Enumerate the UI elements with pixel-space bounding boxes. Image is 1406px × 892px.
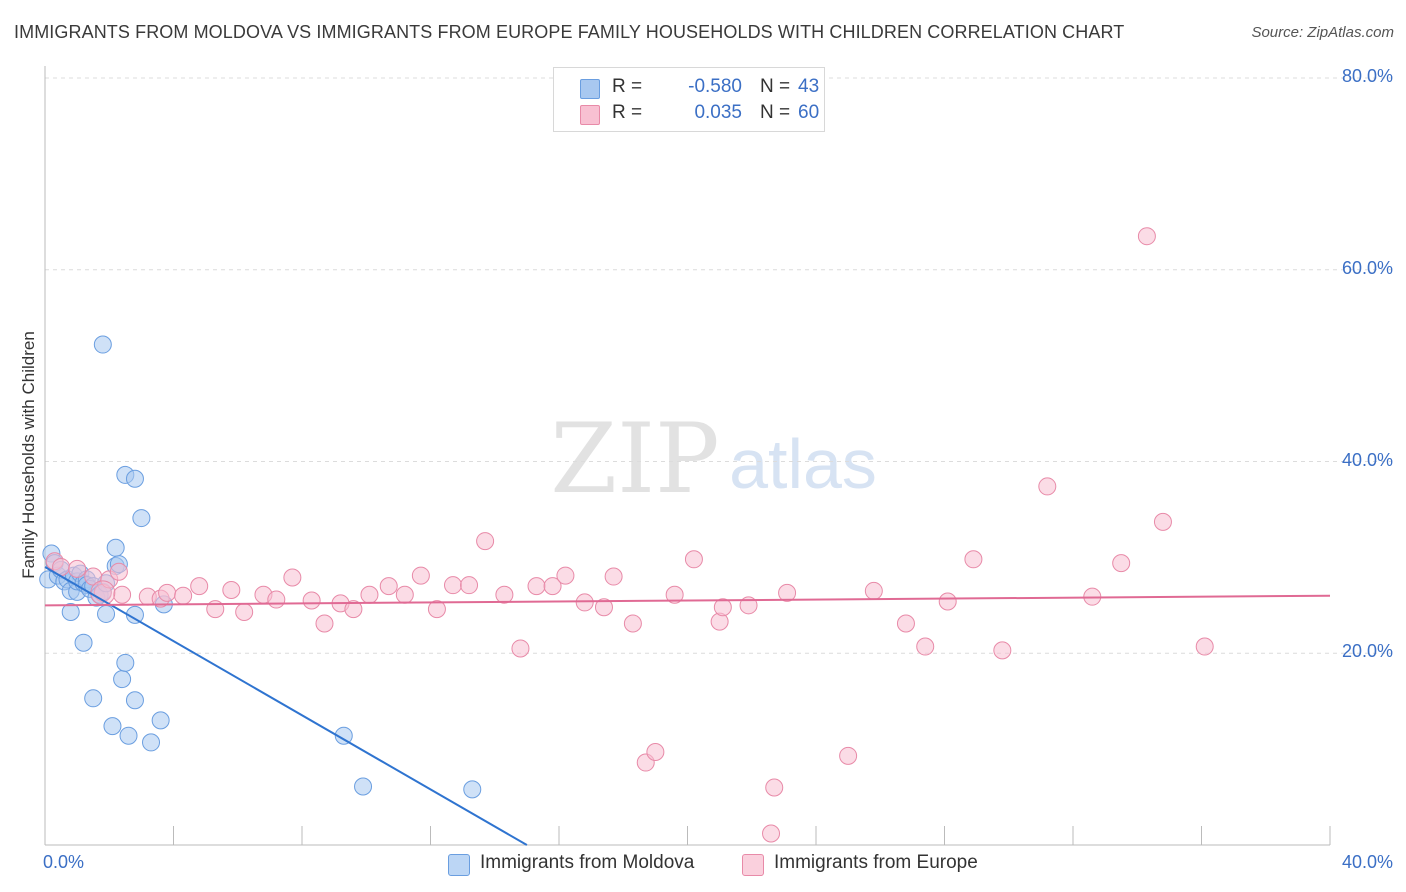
source-credit: Source: ZipAtlas.com [1251, 24, 1394, 41]
europe-point [460, 576, 479, 595]
europe-point [1137, 227, 1156, 246]
legend-swatch-europe [580, 105, 600, 125]
y-tick-label: 20.0% [1341, 641, 1393, 662]
moldova-point [463, 780, 482, 799]
europe-point [235, 603, 254, 622]
y-tick-label: 80.0% [1341, 66, 1393, 86]
bottom-legend-label-europe: Immigrants from Europe [774, 852, 978, 873]
legend-r-value: 0.035 [694, 102, 742, 123]
moldova-point [354, 777, 373, 796]
europe-point [222, 580, 241, 599]
moldova-point [61, 603, 80, 622]
europe-point [360, 585, 379, 604]
moldova-point [132, 509, 151, 528]
moldova-point [151, 711, 170, 730]
moldova-point [113, 670, 132, 689]
europe-point [527, 577, 546, 596]
europe-point [68, 559, 87, 578]
europe-point [646, 743, 665, 762]
y-tick-label: 60.0% [1341, 257, 1393, 278]
europe-point [556, 566, 575, 585]
europe-point [344, 600, 363, 619]
europe-point [427, 600, 446, 619]
europe-point [1038, 477, 1057, 496]
europe-point [864, 581, 883, 600]
europe-point [575, 593, 594, 612]
europe-point [283, 568, 302, 587]
europe-point [379, 577, 398, 596]
europe-point [623, 614, 642, 633]
moldova-point [84, 689, 103, 708]
legend-r-value: -0.580 [688, 76, 742, 97]
europe-point [839, 746, 858, 765]
europe-point [1153, 512, 1172, 531]
europe-point [684, 550, 703, 569]
moldova-point [119, 726, 138, 745]
europe-point [765, 778, 784, 797]
legend-n-value: 43 [798, 76, 820, 97]
moldova-point [93, 335, 112, 354]
europe-point [665, 585, 684, 604]
moldova-point [142, 733, 161, 752]
moldova-trend-line [44, 566, 528, 846]
bottom-legend-label-moldova: Immigrants from Moldova [480, 852, 695, 873]
europe-point [495, 585, 514, 604]
europe-point [158, 583, 177, 602]
europe-point [315, 614, 334, 633]
legend-swatch-moldova [580, 79, 600, 99]
europe-point [604, 567, 623, 586]
europe-point [174, 586, 193, 605]
moldova-point [334, 726, 353, 745]
europe-point [916, 637, 935, 656]
europe-point [267, 590, 286, 609]
legend-r-label: R = [612, 102, 643, 123]
europe-point [476, 532, 495, 551]
legend-r-label: R = [612, 76, 643, 97]
europe-point [443, 576, 462, 595]
europe-point [190, 577, 209, 596]
europe-point [762, 824, 781, 843]
europe-point [302, 591, 321, 610]
europe-point [964, 550, 983, 569]
europe-point [896, 614, 915, 633]
correlation-legend: R = -0.580 N = 43 R = 0.035 N = 60 [553, 67, 825, 132]
moldova-point [74, 633, 93, 652]
watermark-zip: ZIP [550, 403, 719, 515]
europe-point [938, 592, 957, 611]
europe-point [543, 577, 562, 596]
moldova-point [97, 604, 116, 623]
chart-title: IMMIGRANTS FROM MOLDOVA VS IMMIGRANTS FR… [14, 22, 1125, 42]
x-tick-label: 0.0% [43, 852, 85, 872]
moldova-point [125, 469, 144, 488]
europe-point [109, 562, 128, 581]
y-tick-label: 40.0% [1341, 449, 1393, 470]
moldova-point [125, 691, 144, 710]
europe-point [594, 598, 613, 617]
moldova-point [106, 538, 125, 557]
europe-point [778, 583, 797, 602]
europe-point [113, 585, 132, 604]
x-tick-label: 40.0% [1341, 852, 1393, 872]
europe-point [1195, 637, 1214, 656]
europe-point [395, 585, 414, 604]
europe-point [511, 639, 530, 658]
legend-n-value: 60 [798, 102, 820, 123]
europe-point [993, 641, 1012, 660]
legend-n-label: N = [760, 76, 791, 97]
bottom-legend-swatch-moldova [448, 854, 470, 876]
moldova-point [116, 653, 135, 672]
europe-point [1112, 554, 1131, 573]
bottom-legend-swatch-europe [742, 854, 764, 876]
europe-trend-line [44, 594, 1331, 607]
moldova-point [103, 717, 122, 736]
legend-n-label: N = [760, 102, 791, 123]
europe-point [411, 566, 430, 585]
watermark-atlas: atlas [729, 425, 877, 503]
europe-point [713, 598, 732, 617]
